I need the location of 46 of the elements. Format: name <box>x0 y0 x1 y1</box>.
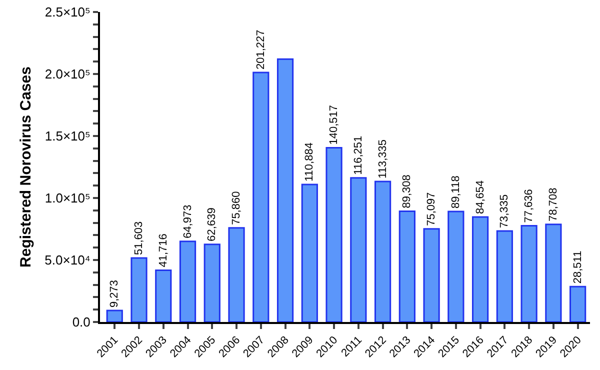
data-label: 201,227 <box>254 30 267 70</box>
y-tick-label: 1.5×10⁵ <box>44 128 90 144</box>
bar <box>448 210 464 322</box>
data-label: 64,973 <box>182 204 194 238</box>
bar <box>423 228 440 322</box>
data-label: 78,708 <box>547 188 560 222</box>
y-tick-label: 0.0 <box>72 314 90 330</box>
data-label: 62,639 <box>206 208 218 242</box>
data-label: 73,335 <box>498 194 511 228</box>
bar <box>374 180 392 322</box>
bar <box>350 177 367 322</box>
y-tick-label: 1.0×10⁵ <box>44 190 90 206</box>
bar <box>204 244 220 322</box>
data-label: 140,517 <box>328 104 340 145</box>
bar <box>472 216 489 322</box>
bar <box>398 210 416 322</box>
y-tick-label: 2.0×10⁵ <box>44 66 90 82</box>
bar <box>106 310 123 322</box>
data-label: 41,716 <box>157 234 170 268</box>
y-tick-label: 2.5×10⁵ <box>44 4 90 20</box>
bar <box>545 224 562 322</box>
bar <box>301 184 318 322</box>
data-label: 89,308 <box>401 174 414 208</box>
data-label: 28,511 <box>572 250 584 284</box>
y-tick-label: 5.0×10⁴ <box>44 252 90 268</box>
data-label: 77,636 <box>523 189 536 223</box>
data-label: 89,118 <box>450 176 462 208</box>
data-label: 110,884 <box>304 142 316 182</box>
bar <box>252 72 270 322</box>
data-label: 51,603 <box>133 221 146 256</box>
bar <box>228 227 245 322</box>
data-label: 9,273 <box>108 280 121 308</box>
bar <box>520 224 538 322</box>
data-label: 75,860 <box>230 191 243 225</box>
data-label: 75,097 <box>426 192 438 226</box>
y-axis-title: Registered Norovirus Cases <box>17 66 34 268</box>
data-label: 113,335 <box>376 140 389 178</box>
bar <box>130 257 148 322</box>
bar <box>326 147 342 322</box>
bar <box>179 240 196 322</box>
bar <box>276 58 294 322</box>
bar <box>570 286 586 322</box>
data-label: 116,251 <box>352 136 364 175</box>
data-label: 84,654 <box>474 180 486 214</box>
bar <box>155 270 172 322</box>
bar <box>496 230 513 322</box>
